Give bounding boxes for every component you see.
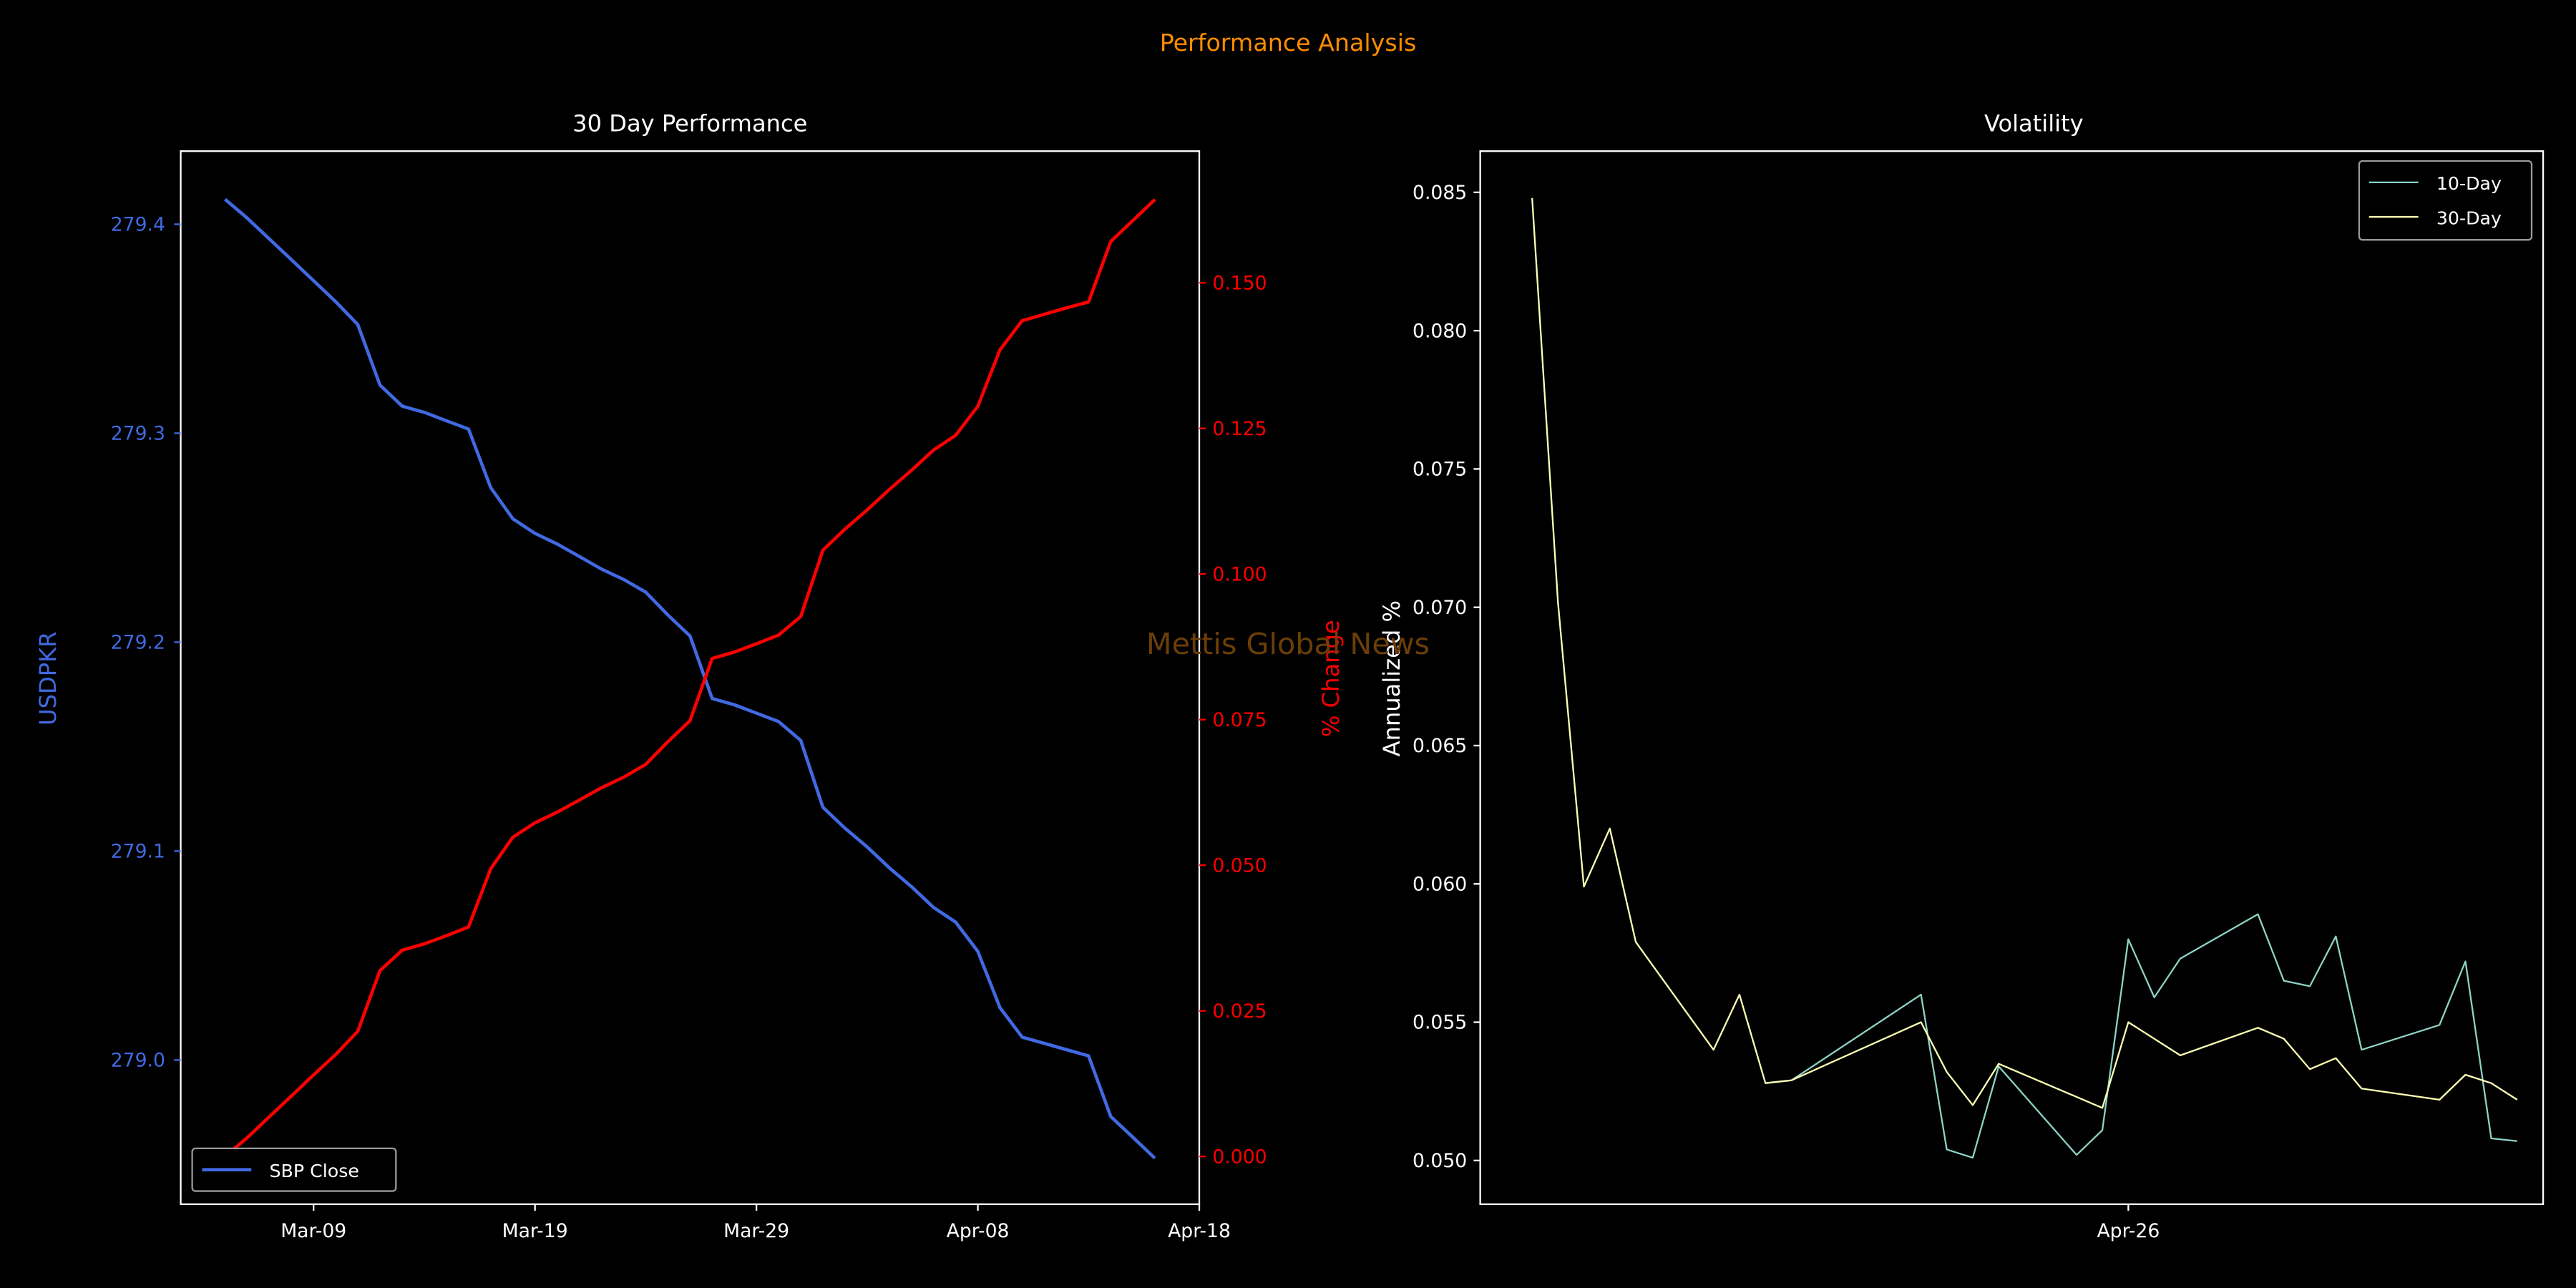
performance-legend: SBP Close xyxy=(191,1147,397,1192)
y-tick-label: 279.2 xyxy=(111,632,165,654)
y-tick-label: 0.065 xyxy=(1413,735,1467,757)
performance-chart: 30 Day Performance Mar-09 Mar-19 Mar-29 Apr… xyxy=(34,110,1345,1242)
suptitle: Performance Analysis xyxy=(1160,29,1417,57)
y-tick-label: 0.070 xyxy=(1413,597,1467,619)
volatility-chart-title: Volatility xyxy=(1984,110,2084,137)
x-tick-label: Apr-18 xyxy=(1168,1220,1231,1242)
y2-tick-label: 0.125 xyxy=(1212,418,1267,440)
performance-y-label: USDPKR xyxy=(34,632,62,726)
y-tick-label: 0.050 xyxy=(1413,1150,1467,1172)
watermark: Mettis Global News xyxy=(1146,627,1430,661)
y2-tick-label: 0.150 xyxy=(1212,272,1267,294)
legend-box xyxy=(191,1147,397,1192)
y2-tick-label: 0.075 xyxy=(1212,709,1267,731)
legend-label-10-day: 10-Day xyxy=(2436,173,2502,194)
y-tick-label: 279.1 xyxy=(111,841,165,863)
series-line-10-day xyxy=(1765,913,2517,1159)
performance-lines xyxy=(224,197,1156,1160)
y-tick-label: 0.060 xyxy=(1413,873,1467,895)
y-tick-label: 279.3 xyxy=(111,423,165,445)
performance-axes-frame xyxy=(180,150,1201,1206)
performance-y2-label: % Change xyxy=(1317,620,1345,737)
volatility-y-ticks: 0.050 0.055 0.060 0.065 0.070 0.075 0.080 0.085 xyxy=(1413,182,1480,1172)
performance-y2-ticks: 0.000 0.025 0.050 0.075 0.100 0.125 0.150 xyxy=(1199,272,1267,1168)
x-tick-label: Mar-19 xyxy=(502,1220,568,1242)
y2-tick-label: 0.050 xyxy=(1212,854,1267,877)
legend-label-30-day: 30-Day xyxy=(2436,208,2502,228)
volatility-chart: Volatility Apr-26 0.0500.0550.0600.0650.… xyxy=(1378,110,2545,1242)
volatility-legend: 10-Day 30-Day xyxy=(2358,160,2533,241)
volatility-axes-frame xyxy=(1479,150,2545,1206)
x-tick-label: Apr-26 xyxy=(2097,1220,2160,1242)
y-tick-label: 279.4 xyxy=(111,214,165,236)
series-line-pct-change xyxy=(224,198,1156,1158)
y2-tick-label: 0.100 xyxy=(1212,563,1267,585)
x-tick-label: Mar-29 xyxy=(723,1220,789,1242)
y-tick-label: 279.0 xyxy=(111,1050,165,1072)
y-tick-label: 0.075 xyxy=(1413,459,1467,481)
x-tick-label: Apr-08 xyxy=(947,1220,1010,1242)
legend-label-sbp-close: SBP Close xyxy=(270,1161,359,1181)
series-line-30-day xyxy=(1531,197,2518,1109)
performance-chart-title: 30 Day Performance xyxy=(572,110,807,137)
volatility-lines xyxy=(1531,197,2518,1159)
y-tick-label: 0.085 xyxy=(1413,182,1467,204)
y-tick-label: 0.080 xyxy=(1413,320,1467,342)
performance-y-ticks: 279.0 279.1 279.2 279.3 279.4 xyxy=(111,214,181,1072)
volatility-x-ticks: Apr-26 xyxy=(2097,1204,2160,1242)
y2-tick-label: 0.000 xyxy=(1212,1146,1267,1168)
x-tick-label: Mar-09 xyxy=(280,1220,346,1242)
series-line-sbp-close xyxy=(224,197,1156,1160)
performance-x-ticks: Mar-09 Mar-19 Mar-29 Apr-08 Apr-18 xyxy=(280,1204,1231,1242)
legend-box xyxy=(2358,160,2533,241)
y2-tick-label: 0.025 xyxy=(1212,1000,1267,1023)
y-tick-label: 0.055 xyxy=(1413,1012,1467,1034)
volatility-y-label: Annualized % xyxy=(1378,600,1405,756)
